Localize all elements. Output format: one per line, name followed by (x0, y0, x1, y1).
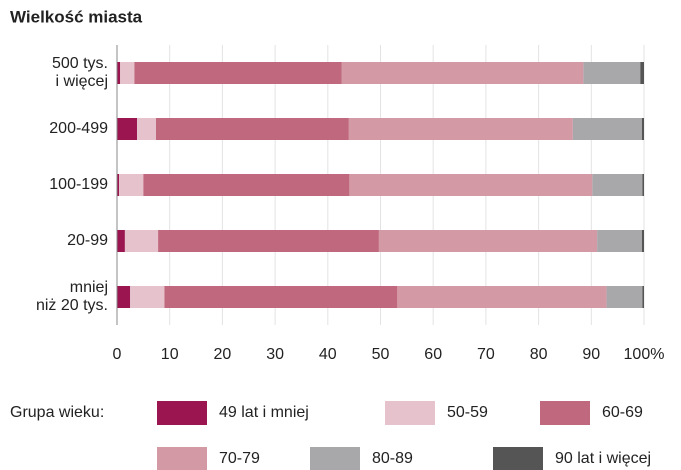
bar-segment (164, 286, 398, 308)
legend-label: 90 lat i więcej (555, 450, 651, 467)
x-tick-label: 80 (530, 346, 548, 363)
legend-label: 50-59 (447, 404, 488, 421)
x-tick-label: 100% (624, 346, 665, 363)
legend-swatch (540, 401, 590, 425)
bar-segment (640, 62, 644, 84)
legend-label: 70-79 (219, 450, 260, 467)
bar-segment (137, 118, 156, 140)
bar-segment (158, 230, 379, 252)
bar-segment (642, 174, 644, 196)
x-tick-label: 40 (319, 346, 337, 363)
x-tick-label: 90 (582, 346, 600, 363)
bar-segment (592, 174, 643, 196)
x-tick-label: 60 (424, 346, 442, 363)
legend-label: 49 lat i mniej (219, 404, 309, 421)
x-tick-label: 20 (214, 346, 232, 363)
chart-title: Wielkość miasta (10, 7, 143, 26)
bar-segment (134, 62, 342, 84)
bar-segment (348, 118, 573, 140)
legend-swatch (310, 447, 360, 470)
x-tick-label: 10 (161, 346, 179, 363)
y-tick-label: 100-199 (49, 176, 108, 193)
legend-swatch (493, 447, 543, 470)
legend-label: 80-89 (372, 450, 413, 467)
x-tick-label: 0 (113, 346, 122, 363)
x-tick-label: 50 (372, 346, 390, 363)
bar-segment (606, 286, 643, 308)
bar-segment (130, 286, 165, 308)
bar-segment (119, 174, 144, 196)
bar-segment (120, 62, 135, 84)
bar-segment (597, 230, 642, 252)
legend-title: Grupa wieku: (10, 404, 104, 421)
bar-segment (124, 230, 159, 252)
bar-segment (583, 62, 641, 84)
bar-segment (117, 174, 120, 196)
bar-segment (117, 230, 125, 252)
bar-segment (155, 118, 349, 140)
y-tick-label: 200-499 (49, 120, 108, 137)
legend-swatch (157, 447, 207, 470)
legend-label: 60-69 (602, 404, 643, 421)
x-tick-label: 70 (477, 346, 495, 363)
bar-segment (349, 174, 593, 196)
x-tick-label: 30 (266, 346, 284, 363)
y-tick-label: 500 tys. i więcej (51, 55, 108, 90)
y-tick-label: mniej niż 20 tys. (35, 279, 108, 314)
bar-segment (117, 118, 138, 140)
legend-swatch (157, 401, 207, 425)
bar-segment (642, 286, 644, 308)
bar-segment (397, 286, 607, 308)
bar-segment (117, 286, 131, 308)
y-tick-label: 20-99 (67, 232, 108, 249)
bar-segment (572, 118, 642, 140)
bar-segment (341, 62, 584, 84)
bar-segment (378, 230, 598, 252)
legend-swatch (385, 401, 435, 425)
bar-segment (641, 118, 644, 140)
bar-segment (641, 230, 644, 252)
bar-segment (143, 174, 350, 196)
bar-segment (117, 62, 121, 84)
